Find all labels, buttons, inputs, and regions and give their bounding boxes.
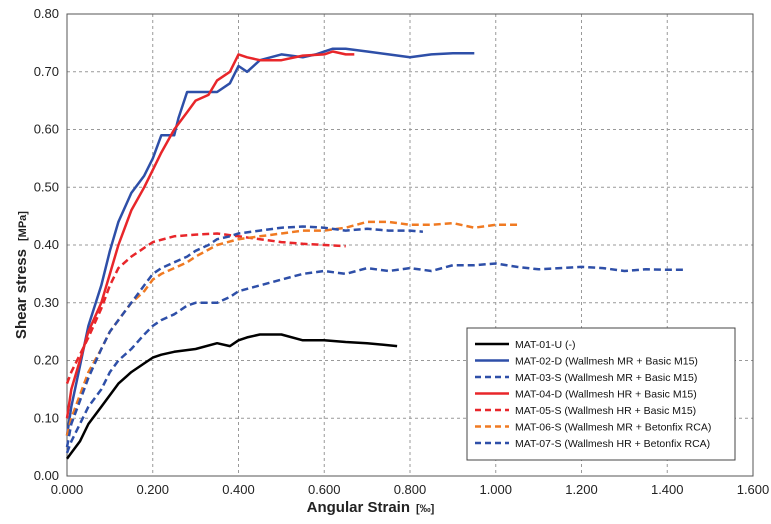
x-tick-label: 1.400 — [651, 482, 684, 497]
legend-label-mat-01-u: MAT-01-U (-) — [515, 339, 575, 351]
x-axis-title: Angular Strain — [307, 499, 410, 516]
legend-label-mat-07-s: MAT-07-S (Wallmesh HR + Betonfix RCA) — [515, 438, 710, 450]
x-tick-labels: 0.000 0.200 0.400 0.600 0.800 1.000 1.200 1.400… — [51, 482, 770, 497]
x-tick-label: 1.200 — [565, 482, 598, 497]
y-tick-label: 0.00 — [34, 468, 59, 483]
legend-label-mat-06-s: MAT-06-S (Wallmesh MR + Betonfix RCA) — [515, 422, 711, 434]
plot-area-border — [66, 13, 754, 477]
y-tick-labels: 0.00 0.10 0.20 0.30 0.40 0.50 0.60 0.70 0.80 — [34, 6, 59, 483]
x-tick-label: 0.600 — [308, 482, 341, 497]
legend-label-mat-02-d: MAT-02-D (Wallmesh MR + Basic M15) — [515, 356, 698, 368]
y-axis-title: Shear stress — [13, 249, 30, 339]
y-tick-label: 0.70 — [34, 64, 59, 79]
legend: MAT-01-U (-) MAT-02-D (Wallmesh MR + Basi… — [466, 327, 736, 461]
series-line-mat-07-s — [65, 225, 424, 448]
y-tick-label: 0.80 — [34, 6, 59, 21]
y-tick-label: 0.20 — [34, 353, 59, 368]
legend-label-mat-04-d: MAT-04-D (Wallmesh HR + Basic M15) — [515, 389, 697, 401]
x-tick-label: 0.000 — [51, 482, 84, 497]
x-tick-label: 1.600 — [737, 482, 770, 497]
y-tick-label: 0.60 — [34, 122, 59, 137]
series-layer — [65, 47, 685, 460]
y-axis-unit: [MPa] — [17, 211, 29, 241]
series-line-mat-05-s — [65, 232, 346, 385]
x-tick-label: 0.400 — [222, 482, 255, 497]
x-tick-label: 0.200 — [136, 482, 169, 497]
x-tick-label: 0.800 — [394, 482, 427, 497]
legend-label-mat-03-s: MAT-03-S (Wallmesh MR + Basic M15) — [515, 372, 697, 384]
y-tick-label: 0.50 — [34, 179, 59, 194]
series-line-mat-03-s — [65, 262, 685, 454]
y-axis-title-group: Shear stress [MPa] — [13, 211, 30, 339]
x-axis-unit: [‰] — [416, 503, 435, 515]
y-tick-label: 0.10 — [34, 410, 59, 425]
x-tick-label: 1.000 — [479, 482, 512, 497]
series-line-mat-02-d — [65, 47, 475, 436]
series-line-mat-04-d — [65, 50, 355, 419]
legend-label-mat-05-s: MAT-05-S (Wallmesh HR + Basic M15) — [515, 405, 696, 417]
series-line-mat-06-s — [65, 220, 518, 436]
legend-box — [466, 327, 736, 461]
y-tick-label: 0.30 — [34, 295, 59, 310]
series-line-mat-01-u — [65, 333, 398, 460]
y-tick-label: 0.40 — [34, 237, 59, 252]
